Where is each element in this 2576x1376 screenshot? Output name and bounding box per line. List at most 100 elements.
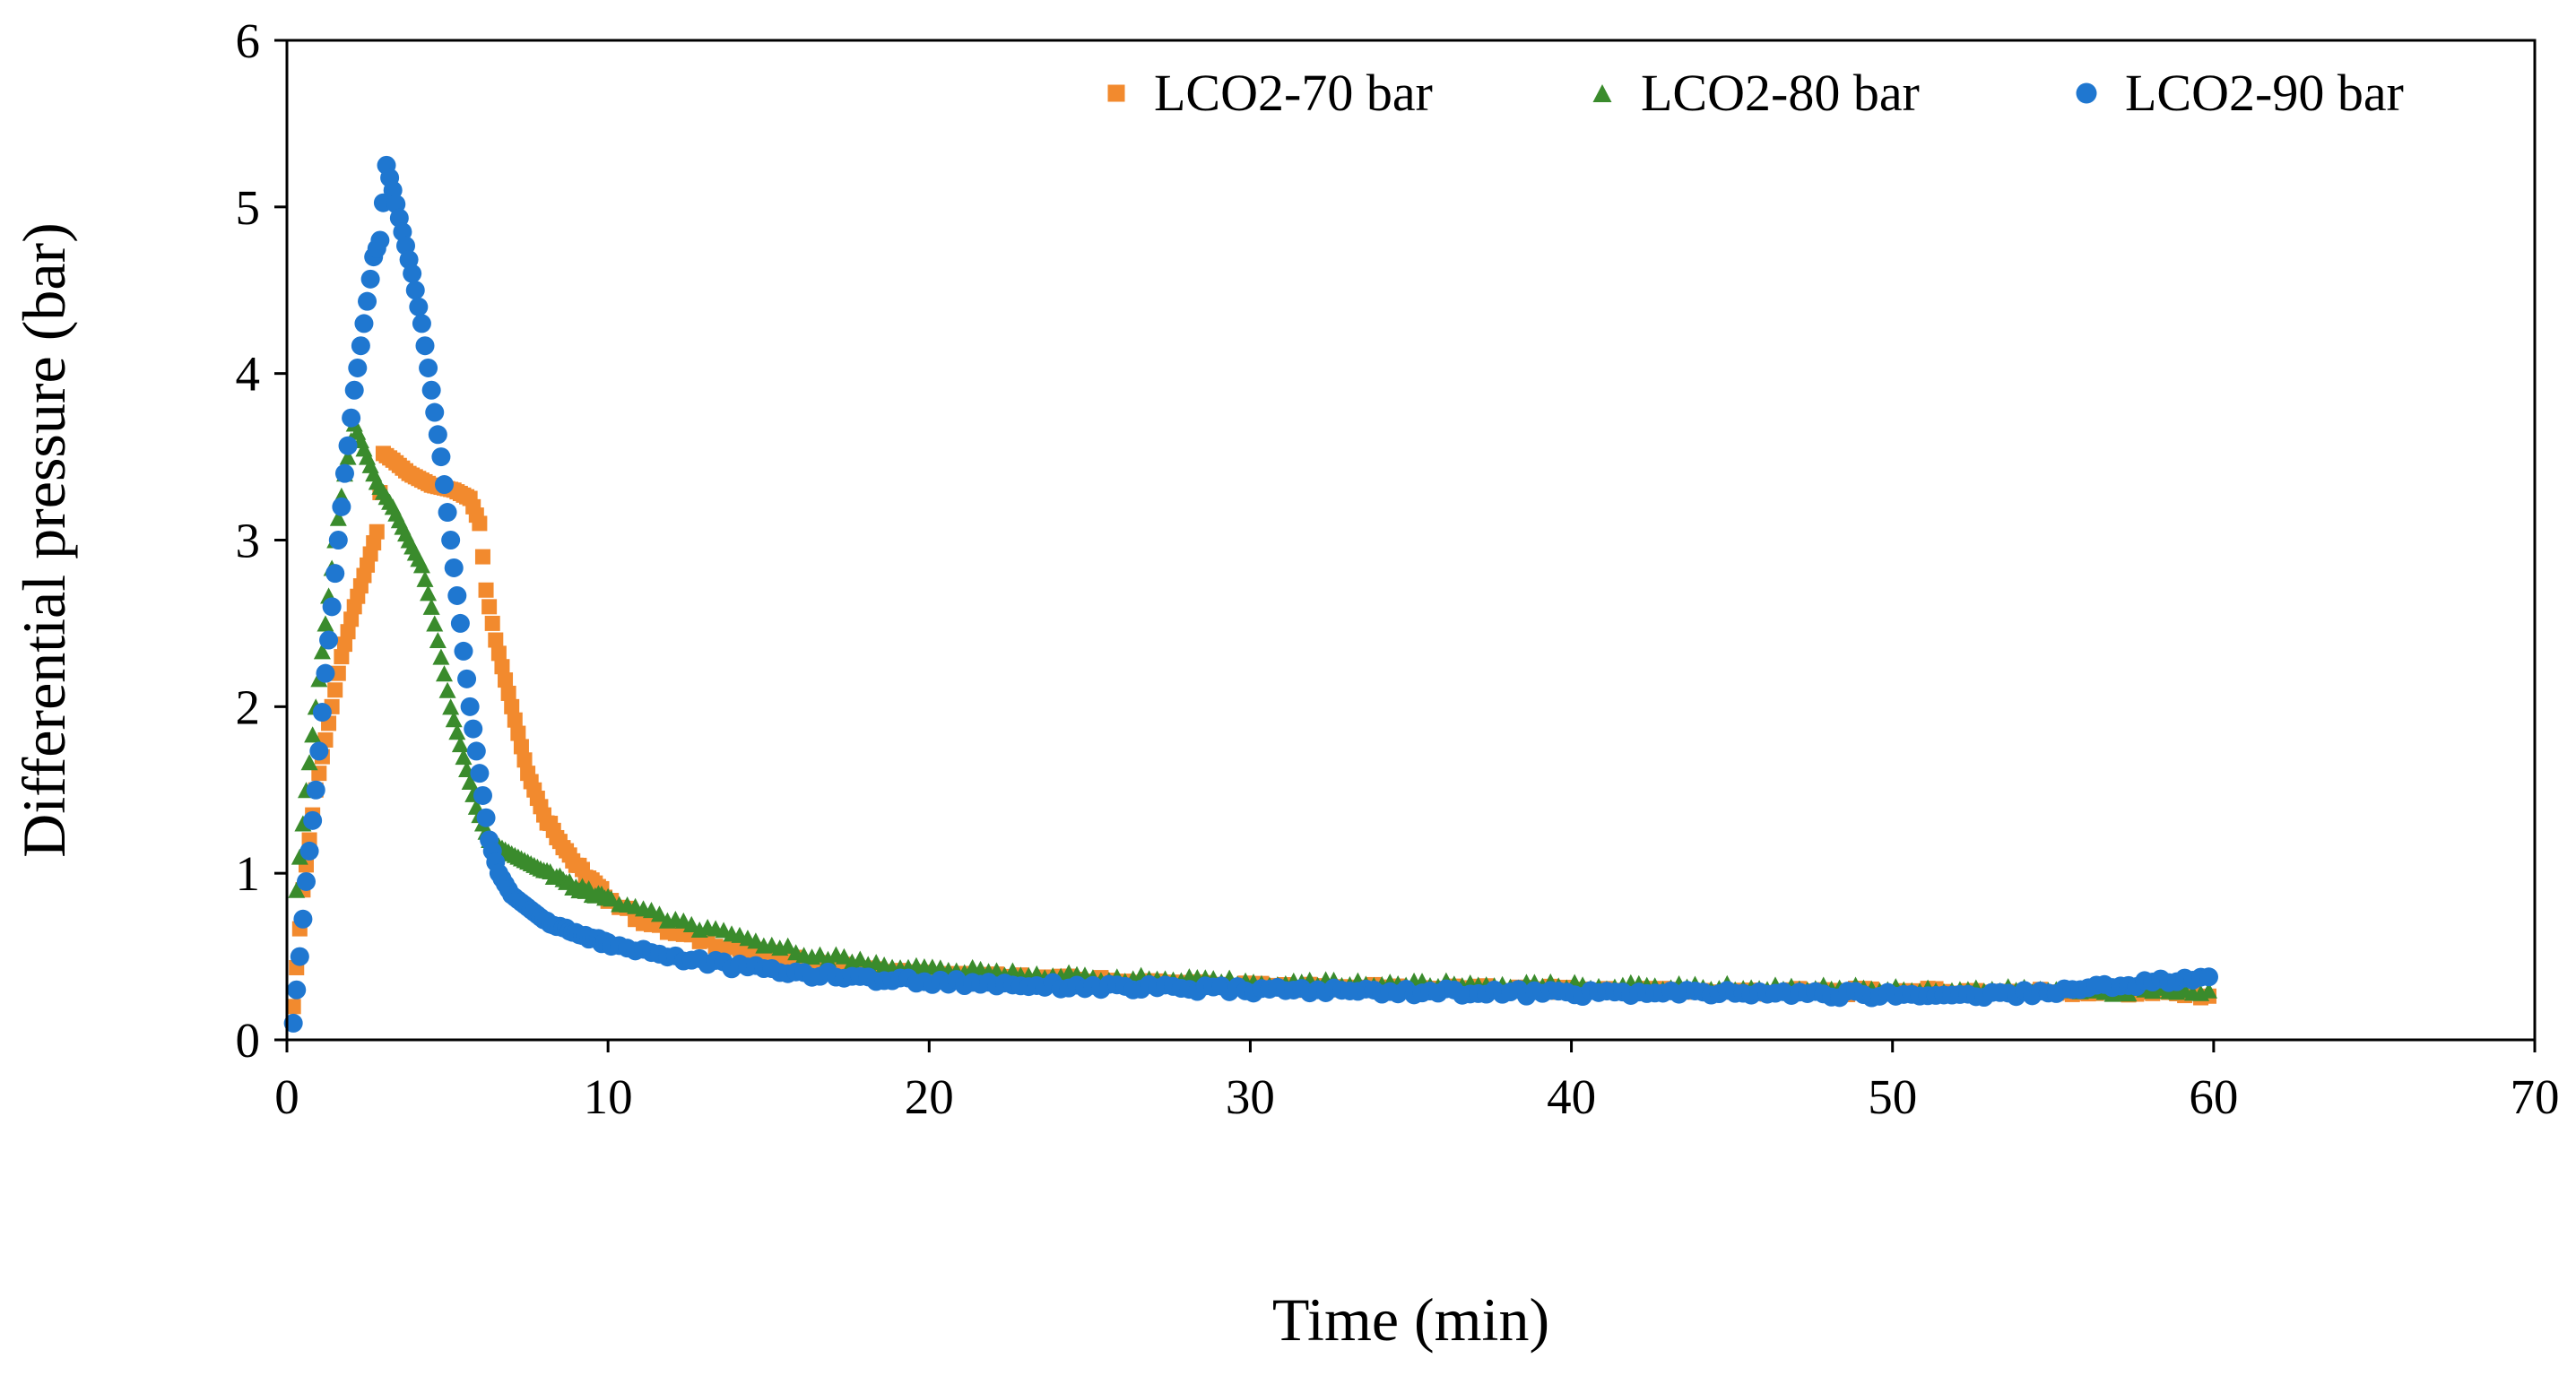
data-point (2199, 982, 2217, 999)
x-tick-label: 30 (1226, 1069, 1275, 1124)
data-point (291, 848, 308, 865)
data-point (481, 599, 498, 615)
data-point (317, 615, 334, 632)
data-point (412, 314, 431, 333)
data-point (473, 785, 492, 805)
data-point (419, 358, 438, 377)
data-point (316, 663, 335, 683)
data-point (2199, 967, 2218, 987)
data-point (650, 905, 668, 922)
data-point (435, 665, 453, 682)
data-point (328, 531, 348, 550)
data-point (819, 950, 837, 967)
data-point (472, 515, 488, 532)
x-tick-label: 50 (1868, 1069, 1917, 1124)
data-point (296, 871, 316, 891)
data-point (290, 947, 309, 966)
data-point (432, 648, 450, 665)
data-point (312, 703, 332, 723)
data-point (425, 402, 445, 422)
legend-item: LCO2-90 bar (2076, 64, 2404, 122)
data-point (498, 672, 514, 688)
data-point (339, 448, 357, 465)
y-tick-label: 5 (236, 180, 261, 235)
data-point (682, 915, 700, 932)
data-point (476, 808, 496, 827)
legend-marker (1592, 84, 1612, 102)
data-point (464, 719, 483, 739)
data-layer (283, 155, 2218, 1033)
data-point (428, 425, 447, 445)
data-point (488, 632, 504, 648)
data-point (451, 736, 469, 753)
data-point (438, 681, 456, 698)
data-point (351, 336, 370, 356)
data-point (299, 841, 319, 861)
data-point (494, 659, 510, 675)
data-point (369, 524, 385, 540)
data-point (421, 380, 441, 400)
data-point (287, 980, 307, 1000)
x-tick-label: 60 (2189, 1069, 2238, 1124)
data-point (412, 557, 430, 574)
data-point (513, 739, 529, 755)
data-point (779, 937, 797, 954)
data-point (330, 665, 346, 681)
data-point (422, 598, 440, 615)
data-point (504, 698, 520, 714)
data-point (448, 723, 466, 740)
data-point (431, 447, 451, 467)
data-point (338, 436, 358, 455)
data-point (409, 297, 429, 316)
data-point (293, 909, 313, 929)
legend-item: LCO2-70 bar (1107, 64, 1433, 122)
data-point (370, 230, 390, 250)
data-point (434, 475, 454, 495)
data-point (490, 645, 507, 662)
data-point (309, 741, 329, 761)
data-point (429, 631, 447, 649)
data-point (516, 752, 533, 768)
data-point (344, 380, 364, 400)
plot-area-frame (285, 39, 2537, 1042)
data-point (447, 585, 467, 605)
data-point (455, 749, 473, 766)
data-point (454, 641, 473, 661)
data-point (507, 712, 523, 728)
data-point (334, 463, 354, 483)
data-point (340, 624, 356, 640)
data-point (466, 741, 486, 761)
data-point (285, 999, 301, 1015)
data-point (603, 890, 620, 907)
data-point (348, 358, 368, 377)
legend-item: LCO2-80 bar (1592, 64, 1920, 122)
legend-marker (2076, 82, 2097, 104)
data-point (426, 615, 444, 632)
data-point (510, 725, 526, 741)
data-point (303, 810, 323, 830)
data-point (478, 582, 494, 598)
y-tick-label: 3 (236, 514, 261, 568)
y-axis-title: Differential pressure (bar) (10, 222, 78, 858)
y-tick-label: 4 (236, 347, 261, 402)
legend-label: LCO2-80 bar (1641, 64, 1920, 122)
data-point (420, 584, 438, 601)
x-axis-title: Time (min) (1272, 1285, 1549, 1354)
data-point (283, 1013, 303, 1033)
data-point (334, 649, 350, 665)
series-lco2-80-bar (288, 415, 2217, 1002)
data-point (474, 549, 490, 565)
x-tick-label: 20 (905, 1069, 954, 1124)
data-point (304, 726, 322, 743)
data-point (313, 643, 331, 660)
data-point (336, 636, 352, 653)
x-tick-label: 0 (274, 1069, 299, 1124)
data-point (403, 264, 422, 283)
legend-label: LCO2-70 bar (1154, 64, 1433, 122)
data-point (450, 613, 470, 633)
data-point (342, 408, 361, 428)
y-tick-label: 1 (236, 846, 261, 901)
data-point (444, 558, 464, 577)
